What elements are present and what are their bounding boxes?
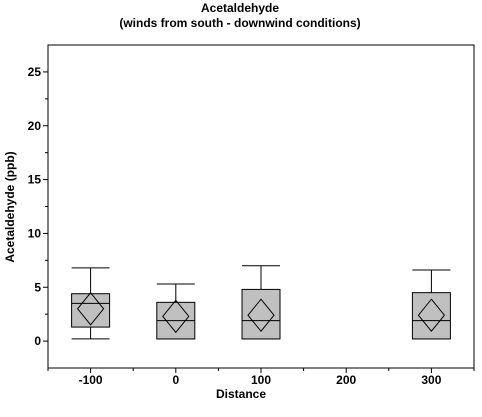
box-300 <box>411 269 451 340</box>
chart-subtitle: (winds from south - downwind conditions) <box>119 16 360 30</box>
y-tick-label: 0 <box>34 334 41 348</box>
iqr-box <box>71 293 111 328</box>
y-tick-label: 25 <box>28 65 42 79</box>
x-tick-label: 100 <box>251 373 271 387</box>
y-tick-label: 20 <box>28 119 42 133</box>
mean-diamond <box>247 298 275 333</box>
y-axis-label: Acetaldehyde (ppb) <box>3 151 17 262</box>
chart-title: Acetaldehyde <box>201 1 279 15</box>
box-group <box>71 265 451 340</box>
x-axis-label: Distance <box>216 387 266 401</box>
mean-diamond <box>162 299 190 334</box>
box-100 <box>241 265 281 340</box>
x-tick-label: -100 <box>79 373 103 387</box>
y-axis: 0 5 10 15 20 25 <box>28 65 48 348</box>
x-axis: -100 0 100 200 300 <box>47 368 475 387</box>
x-tick-label: 300 <box>421 373 441 387</box>
x-tick-label: 200 <box>336 373 356 387</box>
y-tick-label: 5 <box>34 280 41 294</box>
mean-diamond <box>417 298 446 333</box>
y-tick-label: 15 <box>28 173 42 187</box>
y-tick-label: 10 <box>28 226 42 240</box>
box-0 <box>156 283 196 340</box>
box--100 <box>71 267 111 340</box>
x-tick-label: 0 <box>172 373 179 387</box>
mean-diamond <box>76 291 105 326</box>
